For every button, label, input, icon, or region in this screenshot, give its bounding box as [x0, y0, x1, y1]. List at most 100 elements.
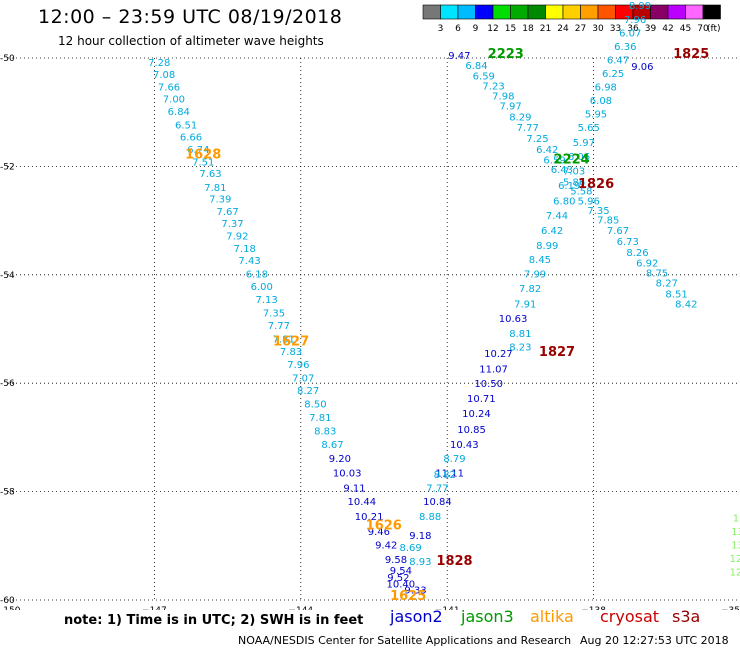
wave-height-value: 10.24	[462, 409, 491, 420]
wave-height-value: 7.13	[256, 295, 278, 306]
wave-height-value: 8.88	[419, 512, 441, 523]
wave-height-value: 7.96	[624, 15, 646, 26]
y-tick-label: -56	[0, 379, 15, 389]
track-time-label: 1828	[436, 554, 472, 569]
colorbar-label: 30	[592, 24, 604, 34]
wave-height-value: 8.69	[399, 543, 421, 554]
y-tick-label: -50	[0, 54, 15, 64]
wave-height-value: 10.27	[484, 349, 513, 360]
wave-height-value: 7.83	[280, 347, 302, 358]
note-text: note: 1) Time is in UTC; 2) SWH is in fe…	[64, 613, 364, 628]
footer-timestamp: Aug 20 12:27:53 UTC 2018	[580, 634, 729, 647]
wave-height-value: 7.81	[204, 183, 226, 194]
wave-height-value: 8.27	[297, 386, 319, 397]
wave-height-value: 10.85	[457, 425, 486, 436]
wave-height-value: 7.07	[292, 374, 314, 385]
wave-height-value: 9.42	[375, 541, 397, 552]
wave-height-value: 6.98	[595, 83, 617, 94]
track-time-label: 1626	[366, 519, 402, 534]
wave-height-value: 12.	[730, 554, 740, 565]
wave-height-value: 7.97	[500, 101, 522, 112]
wave-height-value: 6.66	[180, 132, 202, 143]
legend-altika: altika	[530, 607, 574, 626]
colorbar-label: 9	[473, 24, 479, 34]
page-title: 12:00 – 23:59 UTC 08/19/2018	[38, 6, 343, 28]
data-points: 7.287.08 7.667.00 6.84 6.516.66 6.747.517.63…	[148, 1, 740, 596]
wave-height-value: 10.43	[450, 440, 479, 451]
wave-height-value: 8.45	[529, 255, 551, 266]
track-time-label: 1625	[390, 589, 426, 604]
colorbar-label: 24	[557, 24, 569, 34]
wave-height-value: 7.77	[268, 321, 290, 332]
wave-height-value: 6.84	[168, 107, 190, 118]
wave-height-value: 6.42	[541, 226, 563, 237]
wave-height-value: 9.54	[390, 566, 412, 577]
colorbar-label: 21	[540, 24, 551, 34]
colorbar-label: 15	[505, 24, 516, 34]
wave-height-value: 6.80	[553, 196, 575, 207]
wave-height-value: 9.18	[409, 531, 431, 542]
track-time-label: 1628	[185, 147, 221, 162]
wave-height-value: 7.18	[234, 244, 256, 255]
wave-height-value: 8.93	[409, 557, 431, 568]
wave-height-value: 8.82	[434, 470, 456, 481]
wave-height-value: 7.28	[148, 58, 170, 69]
wave-height-value: 8.27	[656, 279, 678, 290]
x-tick-label: −35	[721, 606, 740, 610]
colorbar-label: 33	[610, 24, 621, 34]
wave-height-value: 8.42	[675, 299, 697, 310]
wave-height-value: 7.98	[492, 92, 514, 103]
axis-ticks: -50 -52 -54 -56 -58 -60-150 −147 −144 −141 −138 −3…	[0, 54, 740, 610]
track-labels: 1628 1627 1626 1625 2223 2224 1827 1828 1826 1825	[185, 47, 709, 604]
wave-height-value: 7.35	[263, 309, 285, 320]
wave-height-value: 7.00	[163, 94, 185, 105]
track-time-label: 1826	[578, 177, 614, 192]
wave-height-value: 7.91	[514, 299, 536, 310]
wave-height-value: 6.00	[251, 282, 273, 293]
wave-height-value: 6.25	[602, 69, 624, 80]
wave-height-value: 5.58	[570, 187, 592, 198]
wave-height-value: 10.84	[423, 497, 452, 508]
wave-height-value: 7.35	[587, 206, 609, 217]
colorbar-label: 70	[697, 24, 709, 34]
wave-height-value: 10.71	[467, 394, 496, 405]
track-time-label: 2224	[554, 153, 590, 168]
wave-height-value: 7.96	[287, 360, 309, 371]
y-tick-label: -60	[0, 596, 15, 606]
wave-height-value: 6.59	[473, 72, 495, 83]
wave-height-value: 9.06	[631, 62, 653, 73]
wave-height-value: 8.26	[626, 248, 648, 259]
wave-height-value: 7.51	[192, 157, 214, 168]
wave-height-value: 7.67	[607, 226, 629, 237]
legend-jason3: jason3	[461, 607, 514, 626]
wave-height-value: 6.19	[558, 181, 580, 192]
y-tick-label: -52	[0, 162, 15, 172]
x-tick-label: −141	[435, 606, 460, 610]
wave-height-value: 6.59	[543, 156, 565, 167]
wave-height-value: 7.81	[273, 335, 295, 346]
wave-height-value: 7.03	[563, 167, 585, 178]
wave-height-value: 9.58	[385, 555, 407, 566]
wave-height-value: 8.81	[509, 329, 531, 340]
x-tick-label: −138	[581, 606, 606, 610]
colorbar-swatch	[702, 4, 721, 20]
wave-height-value: 7.66	[158, 83, 180, 94]
wave-height-value: 7.63	[199, 169, 221, 180]
wave-height-value: 10.03	[333, 468, 362, 479]
colorbar: 3 6 9 12 15 18 21 24 27 30 33 36 39 42 45 70(ft)	[422, 4, 721, 34]
legend-cryosat: cryosat	[600, 607, 660, 626]
wave-height-value: 10.40	[387, 580, 416, 591]
x-tick-label: −144	[288, 606, 313, 610]
wave-height-value: 5.97	[573, 138, 595, 149]
x-tick-label: -150	[0, 606, 21, 610]
wave-height-value: 6.42	[536, 145, 558, 156]
wave-height-value: 6.51	[175, 120, 197, 131]
colorbar-label: 36	[627, 24, 639, 34]
colorbar-label: 45	[680, 24, 691, 34]
wave-height-value: 12.	[730, 568, 740, 579]
wave-height-value: 11.11	[435, 468, 464, 479]
wave-height-value: 7.23	[482, 81, 504, 92]
footer-credit: NOAA/NESDIS Center for Satellite Applica…	[238, 634, 572, 647]
wave-height-value: 7.77	[517, 123, 539, 134]
y-tick-label: -54	[0, 271, 15, 281]
